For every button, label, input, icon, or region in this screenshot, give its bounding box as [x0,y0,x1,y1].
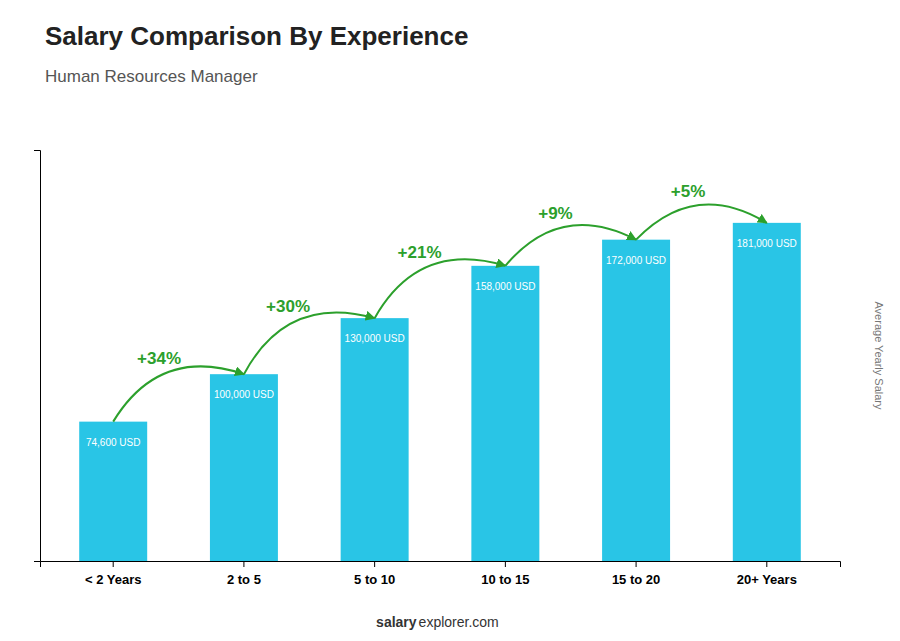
annotation: +30% [266,297,310,316]
x-tick-mark [243,561,244,567]
title: Salary Comparison By Experience [45,21,468,51]
x-tick: 5 to 10 [354,561,395,587]
x-axis: < 2 Years 2 to 5 5 to 10 10 to 15 15 to 20 20… [41,561,841,587]
x-tick: 15 to 20 [612,561,660,587]
bar [602,240,670,561]
bar [733,223,801,561]
bar [471,266,539,561]
data-label: 100,000 USD [214,389,274,400]
x-tick-label: < 2 Years [85,572,142,587]
data-label: 172,000 USD [606,255,666,266]
x-tick: 20+ Years [737,561,797,587]
x-tick-label: 2 to 5 [227,572,261,587]
y-axis-line [34,151,41,562]
data-label: 158,000 USD [475,281,535,292]
footer: explorer.com [419,614,499,630]
subtitle: Human Resources Manager [45,67,258,86]
y-axis [34,151,41,562]
x-axis-line [41,562,841,568]
x-tick: < 2 Years [85,561,142,587]
x-tick-mark [505,561,506,567]
x-tick-mark [113,561,114,567]
chart-svg: Salary Comparison By Experience Human Res… [0,0,900,641]
bar [210,374,278,561]
x-tick-label: 10 to 15 [481,572,529,587]
bars [79,223,801,561]
data-label: 74,600 USD [86,437,140,448]
x-tick-mark [766,561,767,567]
x-tick: 10 to 15 [481,561,529,587]
footer: salary [376,614,417,630]
x-tick-label: 15 to 20 [612,572,660,587]
annotation: +9% [538,204,573,223]
x-tick-mark [374,561,375,567]
arrows [113,204,767,421]
data-label: 130,000 USD [345,333,405,344]
annotation: +5% [671,182,706,201]
bar [341,318,409,561]
arrow [636,204,767,239]
annotation: +21% [398,243,442,262]
x-tick-label: 20+ Years [737,572,797,587]
x-tick: 2 to 5 [227,561,261,587]
y-axis-title: Average Yearly Salary [873,301,885,410]
annotation: +34% [137,349,181,368]
plot: +34% +30% +21% +9% +5% 74,600 USD 100,000 USD 1… [34,151,841,588]
data-label: 181,000 USD [737,238,797,249]
x-tick-mark [636,561,637,567]
x-tick-label: 5 to 10 [354,572,395,587]
bar [79,422,147,561]
labels: +34% +30% +21% +9% +5% 74,600 USD 100,000 USD 1… [86,182,797,448]
